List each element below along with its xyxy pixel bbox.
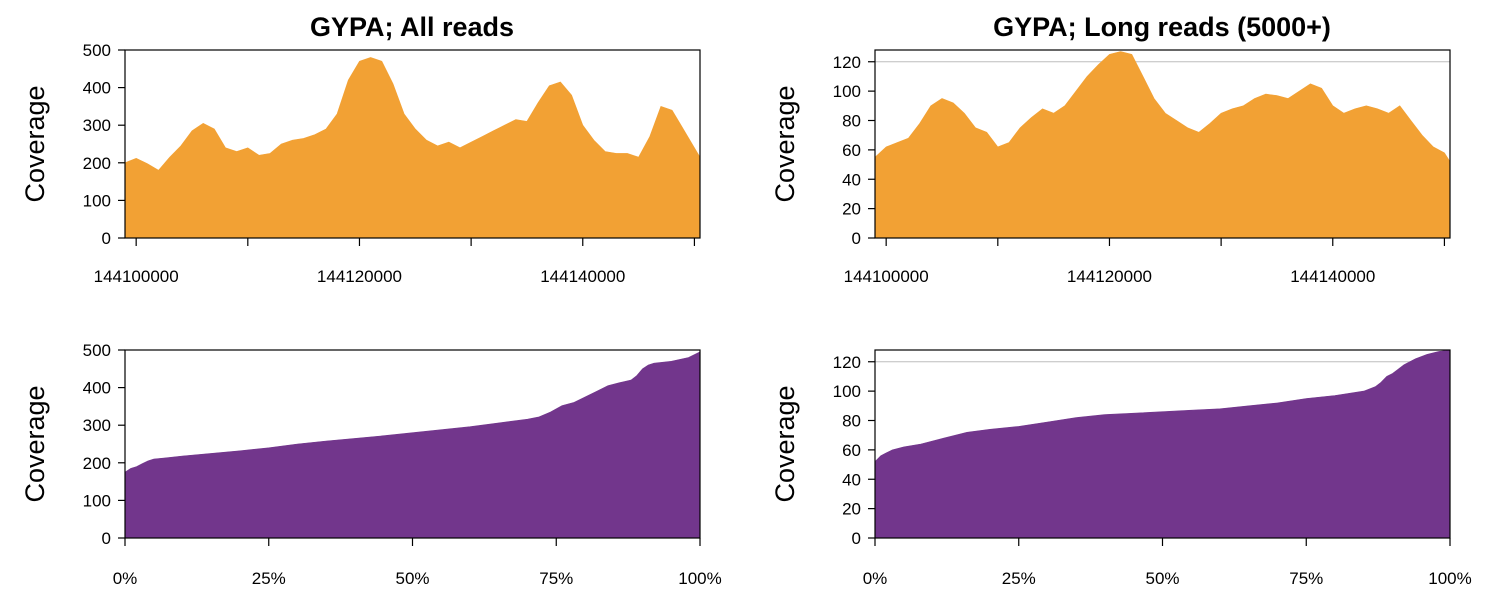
- plot-frame: [124, 49, 701, 239]
- coverage-area: [874, 51, 1451, 239]
- x-tick-label: 144120000: [1067, 267, 1152, 286]
- coverage-area: [874, 349, 1451, 539]
- x-tick-label: 0%: [863, 569, 888, 588]
- x-tick-label: 144100000: [94, 267, 179, 286]
- y-axis-label: Coverage: [770, 85, 800, 202]
- x-tick-label: 144140000: [540, 267, 625, 286]
- x-tick-label: 144120000: [317, 267, 402, 286]
- y-tick-label: 80: [842, 412, 861, 431]
- y-tick-label: 40: [842, 170, 861, 189]
- y-tick-label: 200: [83, 154, 111, 173]
- y-tick-label: 0: [102, 229, 111, 248]
- y-tick-label: 80: [842, 112, 861, 131]
- chart-title: GYPA; All reads: [310, 12, 514, 42]
- x-tick-label: 75%: [1289, 569, 1323, 588]
- y-tick-label: 20: [842, 200, 861, 219]
- x-tick-label: 0%: [113, 569, 138, 588]
- y-tick-label: 300: [83, 116, 111, 135]
- x-tick-label: 144100000: [844, 267, 929, 286]
- long-reads-position-panel: 0 20 40 60 80 100 120 144100000 144120000 1441400…: [770, 12, 1451, 286]
- x-tick-label: 25%: [252, 569, 286, 588]
- y-tick-label: 60: [842, 441, 861, 460]
- y-tick-label: 400: [83, 79, 111, 98]
- y-tick-label: 100: [833, 82, 861, 101]
- y-tick-label: 0: [102, 529, 111, 548]
- y-tick-label: 120: [833, 53, 861, 72]
- all-reads-position-panel: 0 100 200 300 400 500 144100000 144120000 144140…: [20, 12, 701, 286]
- chart-title: GYPA; Long reads (5000+): [993, 12, 1331, 42]
- x-tick-label: 50%: [395, 569, 429, 588]
- x-tick-label: 144140000: [1290, 267, 1375, 286]
- y-tick-label: 500: [83, 41, 111, 60]
- plot-frame: [874, 49, 1451, 239]
- y-tick-label: 100: [83, 491, 111, 510]
- coverage-area: [124, 351, 701, 539]
- y-tick-label: 120: [833, 353, 861, 372]
- x-tick-label: 100%: [1428, 569, 1471, 588]
- y-tick-label: 40: [842, 470, 861, 489]
- x-tick-label: 50%: [1145, 569, 1179, 588]
- x-tick-label: 100%: [678, 569, 721, 588]
- y-tick-label: 300: [83, 416, 111, 435]
- coverage-area: [124, 57, 701, 239]
- y-tick-label: 400: [83, 379, 111, 398]
- x-tick-label: 25%: [1002, 569, 1036, 588]
- y-tick-label: 100: [83, 191, 111, 210]
- y-axis-label: Coverage: [20, 385, 50, 502]
- y-tick-label: 0: [852, 529, 861, 548]
- y-tick-label: 500: [83, 341, 111, 360]
- long-reads-distribution-panel: 0 20 40 60 80 100 120 0% 25% 50% 75% 100% Coverage: [770, 349, 1472, 588]
- y-tick-label: 100: [833, 382, 861, 401]
- y-tick-label: 20: [842, 500, 861, 519]
- y-tick-label: 60: [842, 141, 861, 160]
- y-axis-label: Coverage: [770, 385, 800, 502]
- y-tick-label: 200: [83, 454, 111, 473]
- all-reads-distribution-panel: 0 100 200 300 400 500 0% 25% 50% 75% 100% Coverage: [20, 341, 722, 588]
- y-axis-label: Coverage: [20, 85, 50, 202]
- y-tick-label: 0: [852, 229, 861, 248]
- x-tick-label: 75%: [539, 569, 573, 588]
